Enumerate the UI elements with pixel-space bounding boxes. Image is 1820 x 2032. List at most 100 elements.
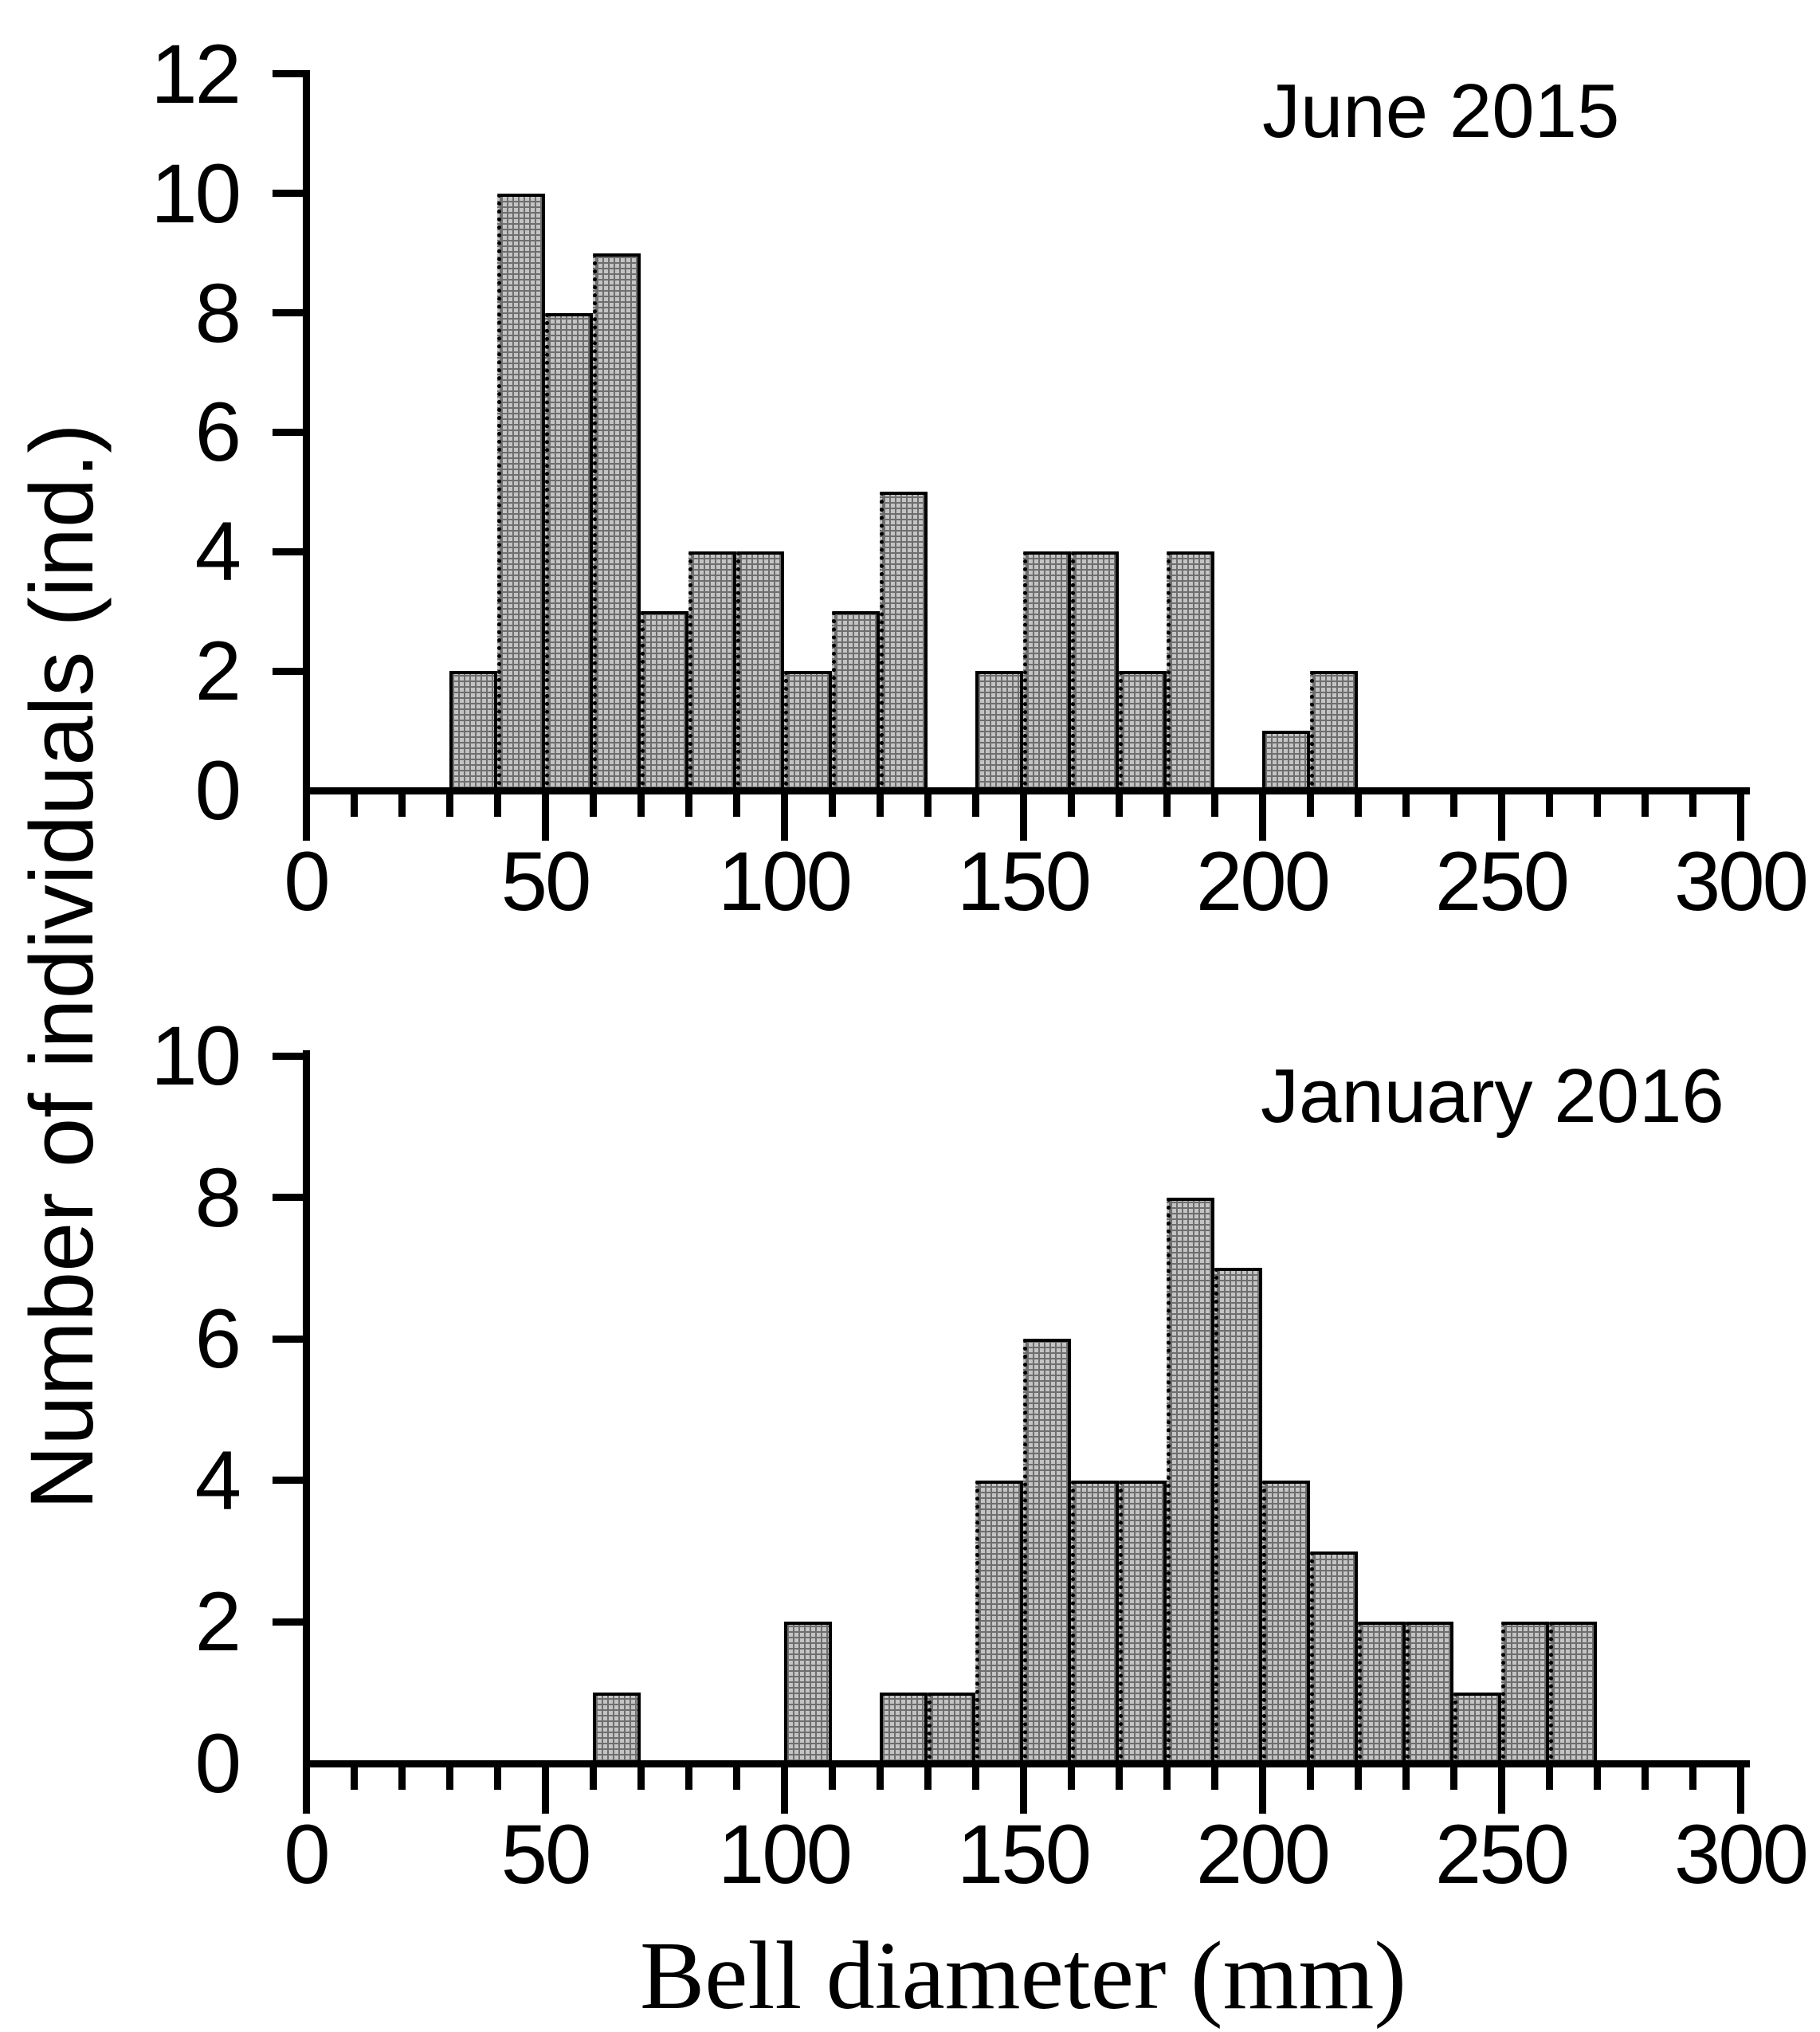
y-tick-label: 2 — [194, 625, 241, 719]
x-tick-minor — [1641, 792, 1649, 817]
histogram-bar-january-2016-150mm — [1023, 1339, 1071, 1767]
x-tick-major — [541, 792, 549, 841]
x-tick-minor — [971, 1765, 979, 1790]
y-tick-label: 10 — [151, 147, 241, 241]
x-tick-major — [1258, 792, 1266, 841]
x-tick-major — [780, 792, 788, 841]
x-tick-minor — [445, 1765, 453, 1790]
x-tick-minor — [445, 792, 453, 817]
x-tick-major — [1258, 1765, 1266, 1814]
histogram-bar-january-2016-180mm — [1167, 1197, 1214, 1767]
histogram-bar-january-2016-120mm — [880, 1693, 928, 1767]
x-tick-minor — [1163, 1765, 1171, 1790]
x-tick-minor — [398, 1765, 406, 1790]
x-tick-minor — [1689, 1765, 1696, 1790]
y-tick-label: 2 — [194, 1575, 241, 1669]
x-axis — [302, 787, 1750, 794]
x-tick-minor — [493, 792, 501, 817]
x-tick-minor — [398, 792, 406, 817]
x-tick-minor — [1402, 1765, 1410, 1790]
y-tick — [272, 190, 303, 198]
x-tick-label: 300 — [1673, 1808, 1809, 1901]
histogram-bar-june-2015-40mm — [497, 193, 545, 794]
panel-title-january-2016: January 2016 — [1261, 1053, 1724, 1139]
x-tick-label: 100 — [717, 835, 853, 928]
histogram-bar-january-2016-160mm — [1071, 1480, 1119, 1767]
y-tick — [272, 309, 303, 317]
y-tick-label: 8 — [194, 1151, 241, 1245]
histogram-bar-june-2015-60mm — [593, 253, 641, 794]
x-tick-label: 200 — [1195, 835, 1331, 928]
y-tick — [272, 1194, 303, 1202]
histogram-bar-june-2015-50mm — [545, 312, 593, 794]
histogram-bar-january-2016-220mm — [1358, 1622, 1406, 1767]
x-tick-major — [302, 792, 310, 841]
histogram-bar-january-2016-190mm — [1214, 1268, 1262, 1767]
y-tick — [272, 1052, 303, 1060]
x-tick-minor — [971, 792, 979, 817]
x-tick-label: 150 — [956, 835, 1092, 928]
x-tick-minor — [732, 792, 740, 817]
x-tick-minor — [637, 1765, 645, 1790]
x-axis-title: Bell diameter (mm) — [639, 1922, 1407, 2030]
x-tick-minor — [684, 1765, 692, 1790]
x-tick-minor — [1402, 792, 1410, 817]
x-axis — [302, 1759, 1750, 1767]
x-tick-label: 250 — [1434, 835, 1570, 928]
x-tick-minor — [1593, 792, 1601, 817]
x-tick-minor — [828, 792, 836, 817]
y-tick-label: 10 — [151, 1010, 241, 1103]
x-tick-label: 150 — [956, 1808, 1092, 1901]
histogram-bar-june-2015-170mm — [1119, 671, 1167, 794]
y-tick-label: 4 — [194, 505, 241, 599]
y-tick — [272, 428, 303, 436]
x-tick-label: 200 — [1195, 1808, 1331, 1901]
y-tick-label: 6 — [194, 1293, 241, 1387]
histogram-bar-june-2015-80mm — [688, 551, 736, 794]
y-tick — [272, 1477, 303, 1485]
x-tick-major — [1736, 1765, 1744, 1814]
y-tick-label: 4 — [194, 1434, 241, 1528]
histogram-bar-june-2015-200mm — [1262, 731, 1310, 794]
x-tick-major — [541, 1765, 549, 1814]
x-tick-major — [1019, 792, 1027, 841]
y-tick-label: 0 — [194, 744, 241, 838]
y-tick-label: 12 — [151, 27, 241, 121]
y-tick-label: 0 — [194, 1717, 241, 1810]
y-tick — [272, 547, 303, 555]
x-tick-label: 100 — [717, 1808, 853, 1901]
histogram-bar-june-2015-110mm — [832, 611, 880, 794]
x-tick-minor — [1593, 1765, 1601, 1790]
x-tick-minor — [1306, 792, 1314, 817]
x-tick-minor — [1449, 1765, 1457, 1790]
x-tick-minor — [589, 792, 597, 817]
histogram-bar-january-2016-200mm — [1262, 1480, 1310, 1767]
histogram-bar-january-2016-170mm — [1119, 1480, 1167, 1767]
x-tick-major — [780, 1765, 788, 1814]
histogram-bar-june-2015-160mm — [1071, 551, 1119, 794]
y-tick — [272, 1335, 303, 1343]
x-tick-minor — [1545, 1765, 1553, 1790]
x-tick-minor — [924, 1765, 932, 1790]
histogram-bar-june-2015-180mm — [1167, 551, 1214, 794]
x-tick-minor — [876, 792, 884, 817]
y-tick — [272, 1618, 303, 1626]
histogram-bar-january-2016-240mm — [1453, 1693, 1501, 1767]
histogram-bar-june-2015-120mm — [880, 492, 928, 794]
x-tick-major — [302, 1765, 310, 1814]
x-tick-minor — [1689, 792, 1696, 817]
x-tick-minor — [876, 1765, 884, 1790]
y-tick-label: 8 — [194, 266, 241, 360]
x-tick-major — [1497, 792, 1505, 841]
x-tick-minor — [828, 1765, 836, 1790]
histogram-bar-june-2015-30mm — [449, 671, 497, 794]
x-tick-minor — [637, 792, 645, 817]
panel-title-june-2015: June 2015 — [1262, 69, 1620, 154]
x-tick-label: 250 — [1434, 1808, 1570, 1901]
y-axis — [302, 1050, 310, 1792]
x-tick-minor — [1354, 792, 1362, 817]
x-tick-minor — [1545, 792, 1553, 817]
x-tick-minor — [1449, 792, 1457, 817]
x-tick-minor — [1115, 792, 1123, 817]
